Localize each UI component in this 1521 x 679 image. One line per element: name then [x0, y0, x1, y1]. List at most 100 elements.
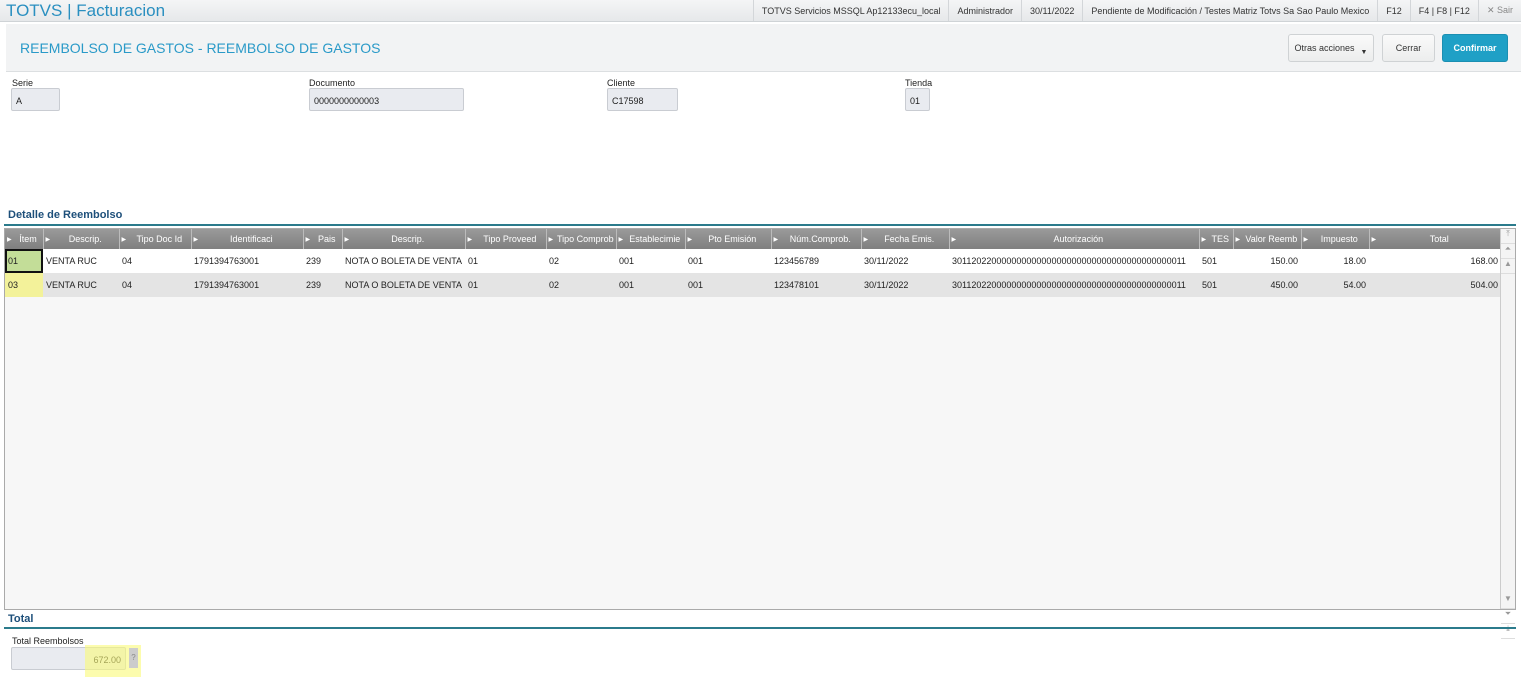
- sort-arrow-icon: ▶: [344, 236, 350, 243]
- column-header-label: Total: [1429, 234, 1449, 244]
- table-row[interactable]: 01 VENTA RUC 04 1791394763001 239 NOTA O BOLE…: [5, 249, 1501, 273]
- column-header[interactable]: ▶ Fecha Emis.: [861, 229, 950, 249]
- column-header-label: Valor Reemb: [1245, 234, 1298, 244]
- column-header[interactable]: ▶ Tipo Proveed: [465, 229, 547, 249]
- table-cell[interactable]: 3011202200000000000000000000000000000000…: [949, 249, 1199, 273]
- sort-arrow-icon: ▶: [193, 236, 199, 243]
- documento-label: Documento: [309, 78, 356, 88]
- column-header[interactable]: ▶ Descrip.: [43, 229, 120, 249]
- column-header[interactable]: ▶ Pais: [303, 229, 343, 249]
- column-header-label: Pais: [318, 234, 336, 244]
- table-cell[interactable]: 01: [465, 273, 546, 297]
- table-cell[interactable]: 30/11/2022: [861, 249, 949, 273]
- exit-button[interactable]: ✕ Sair: [1477, 0, 1521, 21]
- table-cell[interactable]: VENTA RUC: [43, 249, 119, 273]
- table-cell[interactable]: NOTA O BOLETA DE VENTA: [342, 249, 465, 273]
- tienda-label: Tienda: [905, 78, 933, 88]
- shortcut-keys[interactable]: F4 | F8 | F12: [1409, 0, 1478, 21]
- table-cell[interactable]: 30/11/2022: [861, 273, 949, 297]
- date-info[interactable]: 30/11/2022: [1021, 0, 1082, 21]
- table-cell[interactable]: 001: [616, 273, 685, 297]
- detail-grid[interactable]: ▶ Ítem ▶ Descrip. ▶ Tipo Doc Id ▶ Identificaci ▶…: [4, 228, 1516, 639]
- scroll-down-icon[interactable]: ▼: [1501, 594, 1515, 609]
- table-cell[interactable]: 001: [685, 273, 771, 297]
- documento-field[interactable]: 0000000000003: [309, 88, 464, 111]
- chevron-down-icon: ▼: [1360, 49, 1368, 56]
- column-header-label: Tipo Proveed: [483, 234, 537, 244]
- sort-arrow-icon: ▶: [7, 236, 12, 243]
- top-bar: TOTVS | Facturacion TOTVS Servicios MSSQ…: [0, 0, 1521, 22]
- table-cell[interactable]: 01: [465, 249, 546, 273]
- table-cell[interactable]: 168.00: [1369, 249, 1501, 273]
- column-header-label: Descrip.: [391, 234, 425, 244]
- sort-arrow-icon: ▶: [1303, 236, 1309, 243]
- table-cell[interactable]: 04: [119, 273, 191, 297]
- column-header[interactable]: ▶ Valor Reemb: [1233, 229, 1302, 249]
- column-header-label: Establecimie: [629, 234, 681, 244]
- table-cell[interactable]: 123478101: [771, 273, 861, 297]
- table-cell[interactable]: 501: [1199, 273, 1233, 297]
- sort-arrow-icon: ▶: [773, 236, 779, 243]
- scroll-page-up-icon[interactable]: ⏶: [1501, 244, 1515, 259]
- column-header[interactable]: ▶ Tipo Doc Id: [119, 229, 192, 249]
- table-cell[interactable]: 02: [546, 273, 616, 297]
- serie-label: Serie: [12, 78, 34, 88]
- table-cell[interactable]: VENTA RUC: [43, 273, 119, 297]
- column-header-label: Autorización: [1053, 234, 1104, 244]
- column-header[interactable]: ▶ TES: [1199, 229, 1234, 249]
- table-cell[interactable]: 1791394763001: [191, 273, 303, 297]
- table-row[interactable]: 03 VENTA RUC 04 1791394763001 239 NOTA O BOLE…: [5, 273, 1501, 297]
- column-header[interactable]: ▶ Autorización: [949, 229, 1200, 249]
- column-header-label: Tipo Doc Id: [136, 234, 183, 244]
- scroll-up-icon[interactable]: ▲: [1501, 259, 1515, 274]
- table-cell[interactable]: 04: [119, 249, 191, 273]
- table-cell[interactable]: NOTA O BOLETA DE VENTA: [342, 273, 465, 297]
- table-cell[interactable]: 239: [303, 273, 342, 297]
- help-button[interactable]: ?: [129, 648, 138, 668]
- column-header[interactable]: ▶ Identificaci: [191, 229, 304, 249]
- table-cell[interactable]: 504.00: [1369, 273, 1501, 297]
- column-header-label: Núm.Comprob.: [789, 234, 851, 244]
- column-header[interactable]: ▶ Descrip.: [342, 229, 466, 249]
- table-cell[interactable]: 3011202200000000000000000000000000000000…: [949, 273, 1199, 297]
- table-cell[interactable]: 18.00: [1301, 249, 1369, 273]
- table-cell[interactable]: 150.00: [1233, 249, 1301, 273]
- column-header-label: Ítem: [19, 234, 37, 244]
- table-cell[interactable]: 54.00: [1301, 273, 1369, 297]
- confirm-button[interactable]: Confirmar: [1442, 34, 1508, 62]
- column-header[interactable]: ▶ Pto Emisión: [685, 229, 772, 249]
- company-info[interactable]: Pendiente de Modificación / Testes Matri…: [1082, 0, 1377, 21]
- f12-button[interactable]: F12: [1377, 0, 1410, 21]
- cliente-field[interactable]: C17598: [607, 88, 678, 111]
- table-cell[interactable]: 450.00: [1233, 273, 1301, 297]
- close-button[interactable]: Cerrar: [1382, 34, 1435, 62]
- scroll-top-icon[interactable]: ⤒: [1501, 229, 1515, 244]
- column-header[interactable]: ▶ Núm.Comprob.: [771, 229, 862, 249]
- table-cell[interactable]: 123456789: [771, 249, 861, 273]
- column-header-label: Pto Emisión: [708, 234, 757, 244]
- page-header: REEMBOLSO DE GASTOS - REEMBOLSO DE GASTO…: [6, 24, 1521, 72]
- vertical-scrollbar[interactable]: ⤒ ⏶ ▲ ▼ ⏷ ⤓: [1500, 229, 1515, 639]
- table-cell[interactable]: 01: [5, 249, 43, 273]
- tienda-field[interactable]: 01: [905, 88, 930, 111]
- serie-field[interactable]: A: [11, 88, 60, 111]
- table-cell[interactable]: 501: [1199, 249, 1233, 273]
- scroll-page-down-icon[interactable]: ⏷: [1501, 609, 1515, 624]
- user-info[interactable]: Administrador: [948, 0, 1021, 21]
- sort-arrow-icon: ▶: [467, 236, 473, 243]
- table-cell[interactable]: 1791394763001: [191, 249, 303, 273]
- column-header-label: Fecha Emis.: [884, 234, 935, 244]
- table-cell[interactable]: 001: [685, 249, 771, 273]
- column-header[interactable]: ▶ Impuesto: [1301, 229, 1370, 249]
- column-header-label: Tipo Comprob: [556, 234, 614, 244]
- table-cell[interactable]: 239: [303, 249, 342, 273]
- column-header[interactable]: ▶ Ítem: [5, 229, 44, 249]
- other-actions-button[interactable]: Otras acciones ▼: [1288, 34, 1374, 62]
- cliente-label: Cliente: [607, 78, 636, 88]
- table-cell[interactable]: 03: [5, 273, 43, 297]
- column-header[interactable]: ▶ Tipo Comprob: [546, 229, 617, 249]
- column-header[interactable]: ▶ Total: [1369, 229, 1502, 249]
- column-header[interactable]: ▶ Establecimie: [616, 229, 686, 249]
- table-cell[interactable]: 02: [546, 249, 616, 273]
- table-cell[interactable]: 001: [616, 249, 685, 273]
